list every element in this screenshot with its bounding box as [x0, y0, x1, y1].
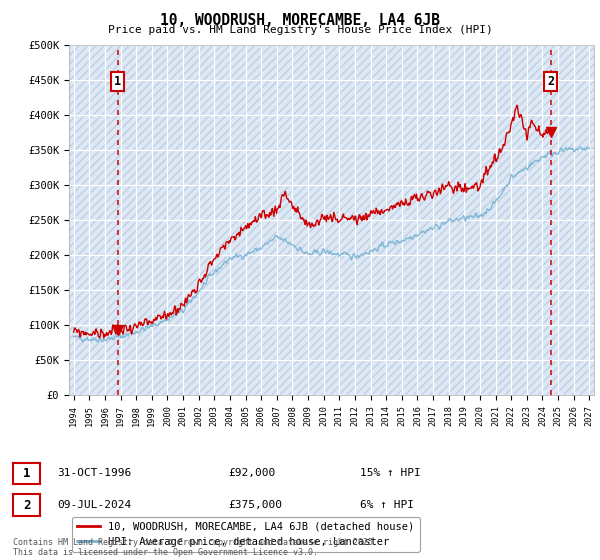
- Text: 2: 2: [547, 75, 554, 88]
- Text: Price paid vs. HM Land Registry's House Price Index (HPI): Price paid vs. HM Land Registry's House …: [107, 25, 493, 35]
- Text: 31-OCT-1996: 31-OCT-1996: [57, 468, 131, 478]
- Text: 09-JUL-2024: 09-JUL-2024: [57, 500, 131, 510]
- Text: 10, WOODRUSH, MORECAMBE, LA4 6JB: 10, WOODRUSH, MORECAMBE, LA4 6JB: [160, 13, 440, 28]
- Text: 1: 1: [23, 466, 31, 480]
- Legend: 10, WOODRUSH, MORECAMBE, LA4 6JB (detached house), HPI: Average price, detached : 10, WOODRUSH, MORECAMBE, LA4 6JB (detach…: [71, 517, 419, 552]
- Text: 6% ↑ HPI: 6% ↑ HPI: [360, 500, 414, 510]
- Text: 2: 2: [23, 498, 31, 512]
- Text: 1: 1: [115, 75, 121, 88]
- Text: £92,000: £92,000: [228, 468, 275, 478]
- Text: 15% ↑ HPI: 15% ↑ HPI: [360, 468, 421, 478]
- Text: £375,000: £375,000: [228, 500, 282, 510]
- Text: Contains HM Land Registry data © Crown copyright and database right 2025.
This d: Contains HM Land Registry data © Crown c…: [13, 538, 378, 557]
